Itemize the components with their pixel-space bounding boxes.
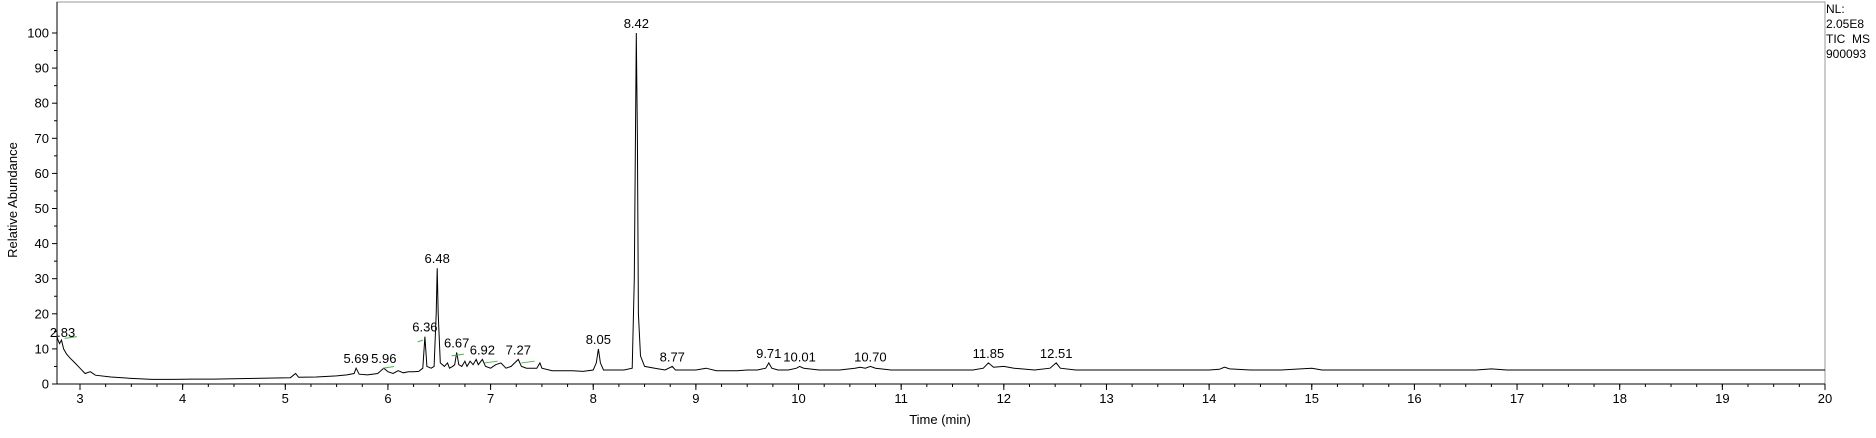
x-tick-label: 15 xyxy=(1305,391,1319,406)
peak-label: 7.27 xyxy=(506,342,531,357)
y-tick-label: 90 xyxy=(35,61,49,76)
x-tick-label: 5 xyxy=(282,391,289,406)
axis-ticks: 0 10 20 30 40 50 60 70 80 90 100 3 4 5 6 7 8 9 10 11 12 13 14 1… xyxy=(27,2,1832,406)
x-tick-label: 10 xyxy=(791,391,805,406)
y-axis-title: Relative Abundance xyxy=(5,142,20,258)
peak-label: 12.51 xyxy=(1040,346,1073,361)
baseline-marker xyxy=(521,360,535,364)
x-axis-title: Time (min) xyxy=(909,412,971,427)
peak-label: 11.85 xyxy=(973,346,1005,361)
nl-label: NL: xyxy=(1826,2,1845,16)
x-tick-label: 18 xyxy=(1612,391,1626,406)
peak-label: 10.01 xyxy=(783,349,816,364)
peak-label: 10.70 xyxy=(854,349,887,364)
y-tick-label: 50 xyxy=(35,201,49,216)
x-tick-label: 17 xyxy=(1510,391,1524,406)
x-tick-label: 14 xyxy=(1202,391,1216,406)
y-tick-label: 80 xyxy=(35,96,49,111)
y-tick-label: 20 xyxy=(35,306,49,321)
x-tick-label: 13 xyxy=(1099,391,1113,406)
peak-label: 2.83 xyxy=(50,325,75,340)
peak-label: 6.92 xyxy=(470,342,495,357)
peak-label: 9.71 xyxy=(756,346,781,361)
peak-label: 8.05 xyxy=(586,332,611,347)
tic-trace-group xyxy=(56,32,1825,380)
baseline-marker xyxy=(484,360,498,364)
y-tick-label: 40 xyxy=(35,236,49,251)
nl-value: 2.05E8 xyxy=(1826,17,1865,31)
x-tick-label: 16 xyxy=(1407,391,1421,406)
y-tick-label: 60 xyxy=(35,166,49,181)
x-tick-label: 9 xyxy=(692,391,699,406)
x-tick-label: 20 xyxy=(1818,391,1832,406)
peak-label: 6.67 xyxy=(444,335,469,350)
y-tick-label: 70 xyxy=(35,131,49,146)
x-tick-label: 8 xyxy=(590,391,597,406)
scan-filter: TIC MS xyxy=(1826,32,1870,46)
x-tick-label: 3 xyxy=(76,391,83,406)
x-tick-label: 19 xyxy=(1715,391,1729,406)
peak-labels: 2.83 5.69 5.96 6.36 6.48 6.67 6.92 7.27 8.05 8.42… xyxy=(50,16,1073,366)
plot-area xyxy=(56,1,1826,385)
baseline-marker xyxy=(417,339,424,343)
peak-label: 5.96 xyxy=(371,351,396,366)
baseline-marker xyxy=(64,336,77,339)
baseline-marker xyxy=(382,365,395,369)
y-tick-label: 100 xyxy=(27,26,49,41)
y-tick-label: 10 xyxy=(35,341,49,356)
x-tick-label: 6 xyxy=(384,391,391,406)
peak-label: 6.48 xyxy=(425,251,450,266)
peak-label: 5.69 xyxy=(343,351,368,366)
peak-label: 6.36 xyxy=(412,320,437,335)
tic-trace-line xyxy=(56,32,1825,380)
peak-label: 8.42 xyxy=(624,16,649,31)
y-tick-label: 30 xyxy=(35,271,49,286)
baseline-marker xyxy=(451,353,464,357)
normalization-info: NL: 2.05E8 TIC MS 900093 xyxy=(1826,2,1870,62)
x-tick-label: 4 xyxy=(179,391,186,406)
peak-label: 8.77 xyxy=(660,349,685,364)
baseline-markers xyxy=(64,336,535,369)
x-tick-label: 11 xyxy=(894,391,908,406)
x-tick-label: 7 xyxy=(487,391,494,406)
x-tick-label: 12 xyxy=(997,391,1011,406)
sample-id: 900093 xyxy=(1826,47,1867,61)
y-tick-label: 0 xyxy=(42,377,49,392)
